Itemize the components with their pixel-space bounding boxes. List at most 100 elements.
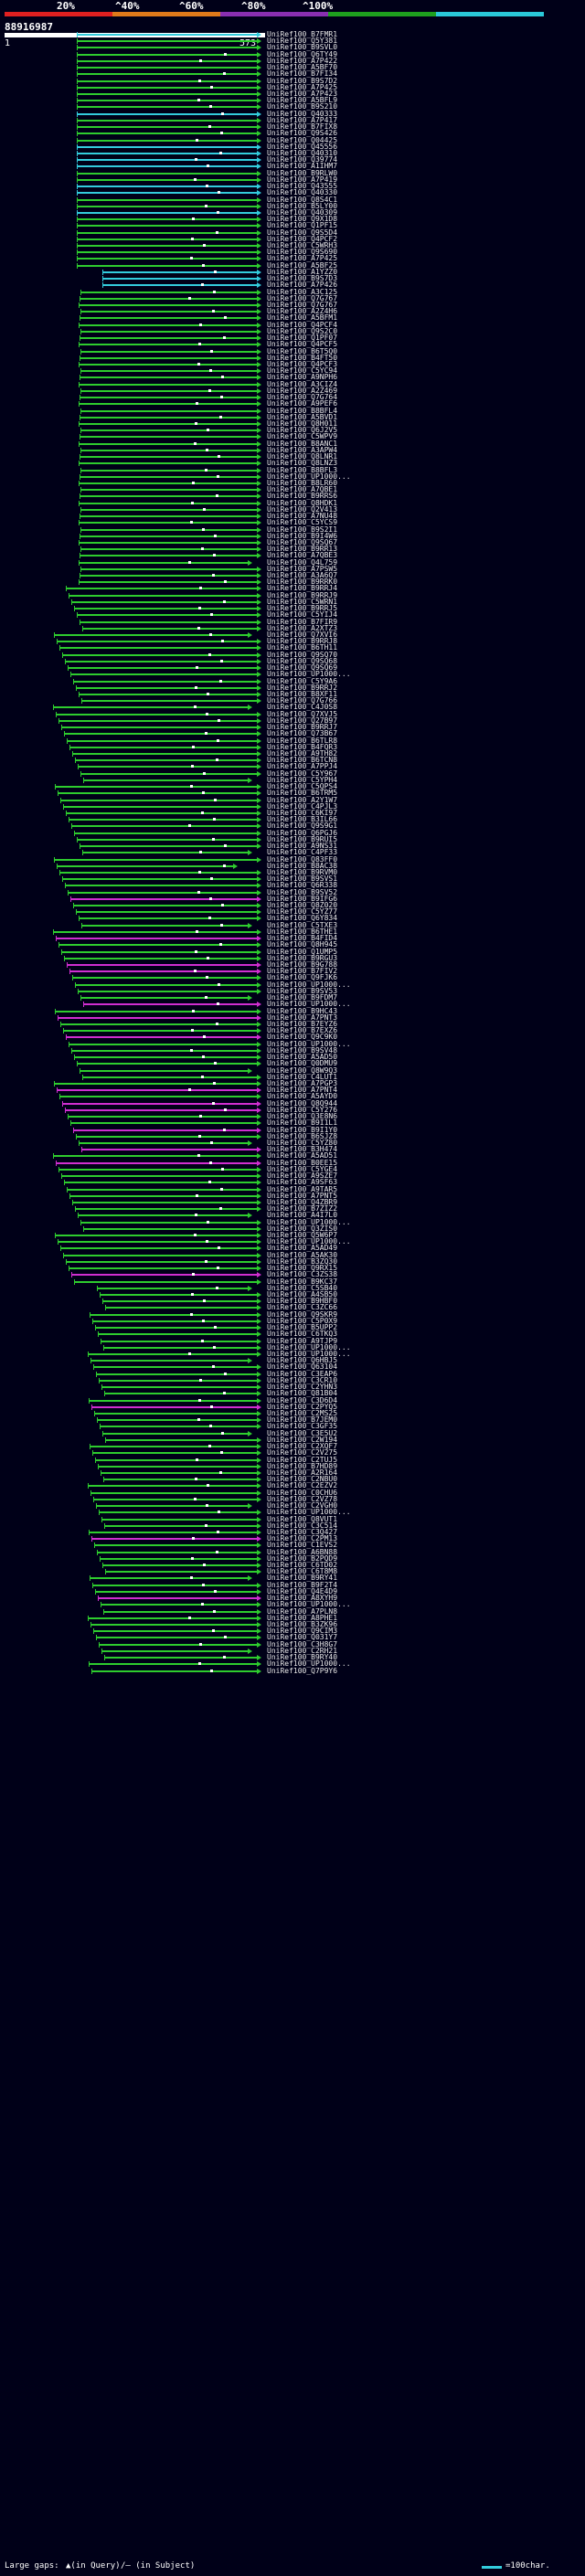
hit-label[interactable]: UniRef100_Q7P9Y6 [267,1667,338,1675]
hit-row[interactable]: UniRef100_C2RH21 [101,1647,337,1655]
hit-row[interactable]: UniRef100_Q40333 [77,110,337,118]
hit-label[interactable]: UniRef100_Q8VUT1 [267,1515,338,1523]
hit-row[interactable]: UniRef100_B9RVM0 [59,868,337,876]
hit-row[interactable]: UniRef100_Q9S690 [77,248,337,256]
hit-row[interactable]: UniRef100_Q8LNR1 [80,452,337,461]
hit-row[interactable]: UniRef100_Q7XVJ5 [56,710,337,718]
hit-label[interactable]: UniRef100_C2TUJ5 [267,1456,338,1464]
hit-label[interactable]: UniRef100_B8BFL4 [267,407,338,415]
hit-label[interactable]: UniRef100_B9SV52 [267,888,338,896]
hit-label[interactable]: UniRef100_C5YIJ4 [267,610,338,619]
hit-row[interactable]: UniRef100_A7QBE3 [80,551,337,559]
hit-label[interactable]: UniRef100_C2PM13 [267,1534,338,1542]
hit-row[interactable]: UniRef100_Q4E4D9 [95,1587,337,1595]
hit-label[interactable]: UniRef100_B6T5Q0 [267,347,338,355]
hit-row[interactable]: UniRef100_Q8LNZ3 [79,459,337,467]
hit-row[interactable]: UniRef100_C6KI97 [66,809,337,817]
hit-label[interactable]: UniRef100_B6TCN8 [267,756,338,764]
hit-label[interactable]: UniRef100_B9SV48 [267,1046,338,1055]
hit-label[interactable]: UniRef100_A3A6Q7 [267,571,338,579]
hit-label[interactable]: UniRef100_B7FIX8 [267,122,338,131]
hit-row[interactable]: UniRef100_A8PHE1 [88,1614,337,1622]
hit-row[interactable]: UniRef100_B9KC37 [74,1277,337,1286]
hit-row[interactable]: UniRef100_B9RRS6 [80,492,337,500]
hit-label[interactable]: UniRef100_UP1000... [267,1237,351,1246]
hit-row[interactable]: UniRef100_C2XQF7 [90,1442,337,1450]
hit-label[interactable]: UniRef100_Q8LNR1 [267,452,338,461]
hit-row[interactable]: UniRef100_B9I1Y0 [73,1126,337,1134]
hit-row[interactable]: UniRef100_B5UPP2 [95,1323,337,1331]
hit-row[interactable]: UniRef100_C3ZS38 [71,1270,337,1278]
hit-row[interactable]: UniRef100_B7EXZ6 [63,1026,337,1034]
hit-row[interactable]: UniRef100_A7P422 [77,57,337,65]
hit-label[interactable]: UniRef100_C2PYQ5 [267,1403,338,1411]
hit-row[interactable]: UniRef100_B6THE1 [53,928,337,936]
hit-label[interactable]: UniRef100_B9RRJ7 [267,723,338,731]
hit-label[interactable]: UniRef100_B9RR13 [267,545,338,553]
hit-label[interactable]: UniRef100_Q4PCF2 [267,235,338,243]
hit-label[interactable]: UniRef100_C2RH21 [267,1647,338,1655]
hit-row[interactable]: UniRef100_A7P419 [77,175,337,184]
hit-label[interactable]: UniRef100_Q6R338 [267,881,338,889]
hit-label[interactable]: UniRef100_A9SF63 [267,1178,338,1186]
hit-row[interactable]: UniRef100_B9RGU3 [64,954,337,962]
hit-label[interactable]: UniRef100_UP1000... [267,1508,351,1516]
hit-row[interactable]: UniRef100_Q8HDK1 [79,499,337,507]
hit-label[interactable]: UniRef100_C3C514 [267,1521,338,1530]
hit-label[interactable]: UniRef100_C5Y9A6 [267,677,338,685]
hit-row[interactable]: UniRef100_Q8VUT1 [101,1515,337,1523]
hit-row[interactable]: UniRef100_Q83FF0 [54,855,337,864]
hit-row[interactable]: UniRef100_A5BFL9 [77,96,337,104]
hit-label[interactable]: UniRef100_B3ZQ30 [267,1257,338,1266]
hit-row[interactable]: UniRef100_C6TKQ3 [98,1330,337,1338]
hit-label[interactable]: UniRef100_Q40310 [267,149,338,157]
hit-label[interactable]: UniRef100_Q39774 [267,155,338,164]
hit-row[interactable]: UniRef100_Q9S9G1 [71,822,337,830]
hit-label[interactable]: UniRef100_A7P425 [267,254,338,262]
hit-label[interactable]: UniRef100_A8PHE1 [267,1614,338,1622]
hit-row[interactable]: UniRef100_B8BFL3 [80,466,337,474]
hit-label[interactable]: UniRef100_C5YC94 [267,366,338,375]
hit-row[interactable]: UniRef100_B7FMR1 [77,30,337,38]
hit-label[interactable]: UniRef100_A7NU48 [267,512,338,520]
hit-row[interactable]: UniRef100_C2PYQ5 [91,1403,337,1411]
hit-row[interactable]: UniRef100_Q43555 [77,182,337,190]
hit-row[interactable]: UniRef100_B8XF11 [79,690,337,698]
hit-row[interactable]: UniRef100_A7PSW5 [80,565,337,573]
hit-row[interactable]: UniRef100_C2PM13 [91,1534,337,1542]
hit-row[interactable]: UniRef100_C0CHU6 [90,1489,337,1497]
hit-label[interactable]: UniRef100_UP1000... [267,1040,351,1048]
hit-label[interactable]: UniRef100_B6TLR8 [267,737,338,745]
hit-label[interactable]: UniRef100_B7FIR9 [267,618,338,626]
hit-label[interactable]: UniRef100_C5YZ80 [267,1139,338,1147]
hit-row[interactable]: UniRef100_C4PF33 [82,848,337,856]
hit-label[interactable]: UniRef100_Q8H945 [267,940,338,949]
hit-row[interactable]: UniRef100_B7FIR9 [80,618,337,626]
hit-label[interactable]: UniRef100_B7ZIZ2 [267,1204,338,1213]
hit-label[interactable]: UniRef100_B9I4W6 [267,532,338,540]
hit-row[interactable]: UniRef100_Q4PCF5 [79,340,337,348]
hit-row[interactable]: UniRef100_A5AD50 [74,1053,337,1061]
hit-row[interactable]: UniRef100_B9S7D3 [102,274,337,282]
hit-label[interactable]: UniRef100_B3ZK96 [267,1620,338,1628]
hit-row[interactable]: UniRef100_C5Y967 [80,769,337,778]
hit-row[interactable]: UniRef100_A5AD51 [53,1151,337,1160]
hit-row[interactable]: UniRef100_A9PEF6 [79,399,337,408]
hit-label[interactable]: UniRef100_Q9S2C0 [267,327,338,335]
hit-row[interactable]: UniRef100_Q9RX15 [69,1264,337,1272]
hit-label[interactable]: UniRef100_B9F2T4 [267,1581,338,1589]
hit-row[interactable]: UniRef100_Q6HBJ5 [90,1356,337,1364]
hit-label[interactable]: UniRef100_B4FQR3 [267,743,338,751]
hit-label[interactable]: UniRef100_C0CHU6 [267,1489,338,1497]
hit-row[interactable]: UniRef100_A3CIZ4 [79,380,337,388]
hit-label[interactable]: UniRef100_Q8W9Q3 [267,1066,338,1075]
hit-row[interactable]: UniRef100_A5BF25 [77,261,337,270]
hit-label[interactable]: UniRef100_UP1000... [267,1350,351,1358]
hit-label[interactable]: UniRef100_C3H8G7 [267,1640,338,1648]
hit-row[interactable]: UniRef100_B9SV48 [71,1046,337,1055]
hit-row[interactable]: UniRef100_Q81B04 [104,1389,337,1397]
hit-row[interactable]: UniRef100_B0EE15 [56,1159,337,1167]
hit-row[interactable]: UniRef100_B6TLR8 [67,737,337,745]
hit-row[interactable]: UniRef100_C5TXE3 [81,921,337,929]
hit-label[interactable]: UniRef100_A2Z469 [267,387,338,395]
